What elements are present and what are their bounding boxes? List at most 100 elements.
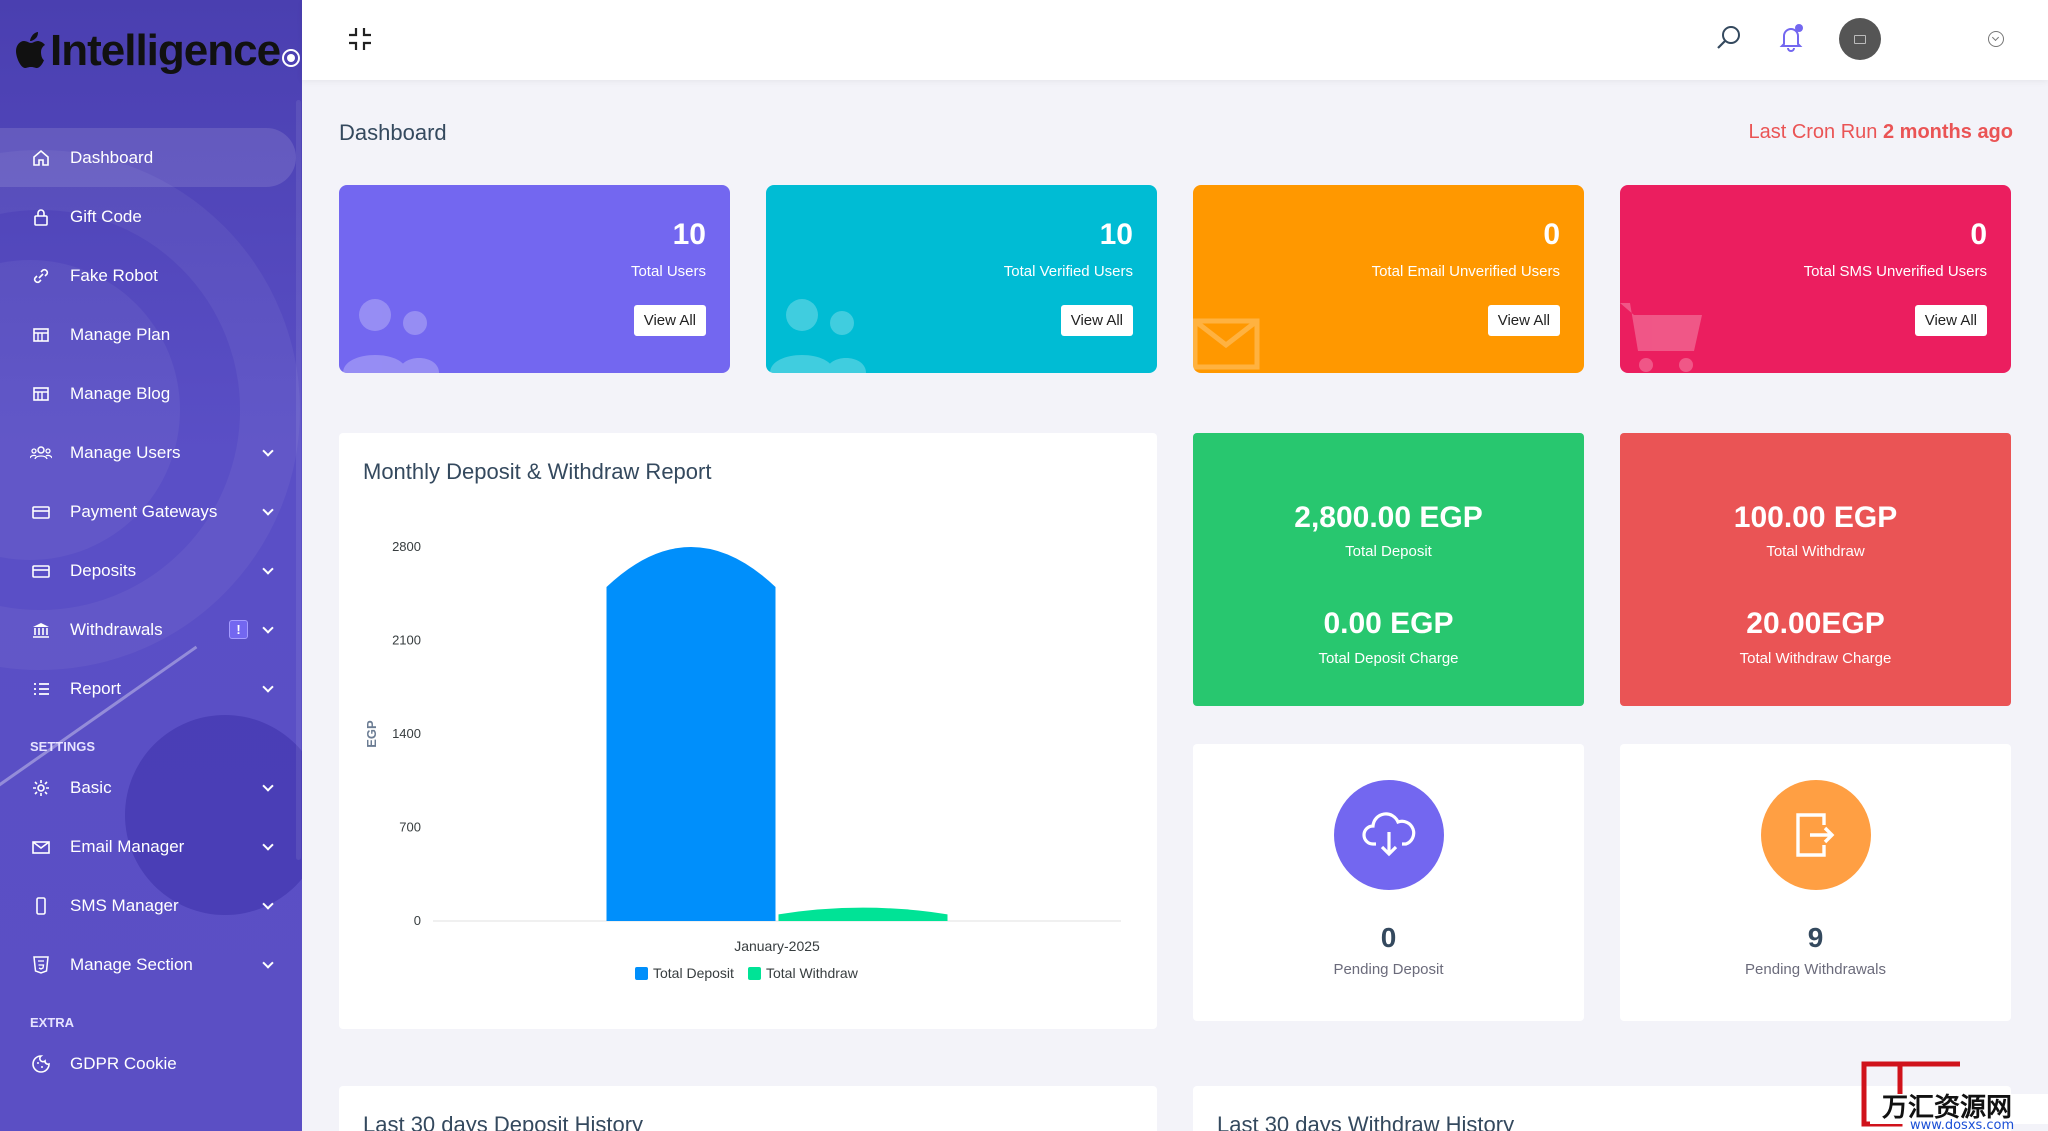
sidebar-item-deposits[interactable]: Deposits xyxy=(0,541,302,600)
chevron-down-icon xyxy=(262,563,274,575)
y-tick-label: 1400 xyxy=(392,726,421,741)
sidebar-item-email-manager[interactable]: Email Manager xyxy=(0,817,302,876)
phone-icon xyxy=(30,895,52,917)
users-icon xyxy=(30,442,52,464)
alert-badge: ! xyxy=(229,620,248,639)
cron-label: Last Cron Run xyxy=(1748,121,1878,143)
chart-bar xyxy=(606,547,776,921)
chevron-down-icon xyxy=(262,622,274,634)
view-all-button[interactable]: View All xyxy=(1914,305,1987,336)
widget-verified-users: 10 Total Verified Users View All xyxy=(766,185,1157,373)
sidebar-item-gift-code[interactable]: Gift Code xyxy=(0,187,302,246)
card-icon xyxy=(30,560,52,582)
logo[interactable]: Intelligence xyxy=(14,26,300,76)
widget-value: 0 xyxy=(1970,218,1987,251)
y-tick-label: 2800 xyxy=(392,539,421,554)
grid-icon xyxy=(30,383,52,405)
list-icon xyxy=(30,678,52,700)
pending-withdraw-card[interactable]: 9 Pending Withdrawals xyxy=(1620,744,2011,1021)
view-all-button[interactable]: View All xyxy=(1487,305,1560,336)
notification-dot xyxy=(1795,24,1803,32)
total-withdraw-amount: 100.00 EGP xyxy=(1733,501,1898,534)
card-icon xyxy=(30,501,52,523)
settings-heading: SETTINGS xyxy=(30,739,96,754)
sidebar-item-label: Gift Code xyxy=(70,206,142,226)
total-deposit-amount: 2,800.00 EGP xyxy=(1294,501,1483,534)
chevron-down-icon xyxy=(262,780,274,792)
notification-bell[interactable] xyxy=(1777,23,1805,53)
deposit-charge-amount: 0.00 EGP xyxy=(1323,607,1454,640)
widget-email-unverified: 0 Total Email Unverified Users View All xyxy=(1193,185,1584,373)
sidebar-item-label: Manage Section xyxy=(70,954,193,974)
withdraw-charge-label: Total Withdraw Charge xyxy=(1739,650,1892,667)
chevron-down-icon xyxy=(262,898,274,910)
sidebar-item-label: Manage Plan xyxy=(70,324,171,344)
sidebar-item-label: Dashboard xyxy=(70,147,154,167)
sidebar-item-gdpr-cookie[interactable]: GDPR Cookie xyxy=(0,1034,302,1093)
cron-status: Last Cron Run 2 months ago xyxy=(1748,121,2013,144)
total-withdraw-card: 100.00 EGP Total Withdraw 20.00EGP Total… xyxy=(1620,433,2011,706)
legend-label: Total Withdraw xyxy=(766,965,859,981)
legend-swatch xyxy=(748,967,761,980)
widget-total-users: 10 Total Users View All xyxy=(339,185,730,373)
link-icon xyxy=(30,265,52,287)
collapse-icon[interactable] xyxy=(347,26,373,52)
sidebar-item-label: SMS Manager xyxy=(70,895,179,915)
pending-deposit-card[interactable]: 0 Pending Deposit xyxy=(1193,744,1584,1021)
sidebar-item-manage-section[interactable]: Manage Section xyxy=(0,935,302,994)
sign-out-icon xyxy=(1761,780,1871,890)
envelope-icon xyxy=(1193,318,1260,370)
view-all-button[interactable]: View All xyxy=(633,305,706,336)
chevron-down-icon xyxy=(262,681,274,693)
sidebar-item-manage-users[interactable]: Manage Users xyxy=(0,423,302,482)
sidebar-item-sms-manager[interactable]: SMS Manager xyxy=(0,876,302,935)
mail-icon xyxy=(30,836,52,858)
chevron-down-icon xyxy=(262,445,274,457)
y-tick-label: 0 xyxy=(414,913,421,928)
sidebar-item-manage-blog[interactable]: Manage Blog xyxy=(0,364,302,423)
extra-heading: EXTRA xyxy=(30,1015,75,1030)
users-icon xyxy=(770,299,866,373)
view-all-button[interactable]: View All xyxy=(1060,305,1133,336)
y-tick-label: 700 xyxy=(399,820,421,835)
sidebar-item-label: Manage Users xyxy=(70,442,181,462)
avatar[interactable] xyxy=(1839,18,1881,60)
total-deposit-card: 2,800.00 EGP Total Deposit 0.00 EGP Tota… xyxy=(1193,433,1584,706)
sidebar-item-label: Basic xyxy=(70,777,112,797)
sidebar-item-label: Email Manager xyxy=(70,836,185,856)
withdraw-history-title: Last 30 days Withdraw History xyxy=(1217,1112,1515,1131)
widget-label: Total Email Unverified Users xyxy=(1371,263,1560,280)
gear-icon xyxy=(30,777,52,799)
chart-card: Monthly Deposit & Withdraw Report 0 700 14… xyxy=(339,433,1157,1029)
search-icon[interactable] xyxy=(1715,24,1743,52)
total-deposit-label: Total Deposit xyxy=(1345,543,1432,560)
image-icon xyxy=(1854,34,1866,44)
brand-name: Intelligence xyxy=(50,26,281,75)
sidebar-item-label: Fake Robot xyxy=(70,265,158,285)
y-tick-label: 2100 xyxy=(392,633,421,648)
chevron-down-icon[interactable] xyxy=(1988,31,2004,47)
users-icon xyxy=(343,299,439,373)
sidebar-toggle[interactable] xyxy=(282,49,300,67)
sidebar-item-dashboard[interactable]: Dashboard xyxy=(0,128,296,187)
withdraw-charge-amount: 20.00EGP xyxy=(1746,607,1885,640)
chevron-down-icon xyxy=(262,839,274,851)
html5-icon xyxy=(30,954,52,976)
sidebar-item-withdrawals[interactable]: Withdrawals ! xyxy=(0,600,302,659)
bank-icon xyxy=(30,619,52,641)
sidebar-item-basic[interactable]: Basic xyxy=(0,758,302,817)
sidebar-item-label: Manage Blog xyxy=(70,383,171,403)
chevron-down-icon xyxy=(262,957,274,969)
deposit-history-title: Last 30 days Deposit History xyxy=(363,1112,644,1131)
sidebar-item-payment-gateways[interactable]: Payment Gateways xyxy=(0,482,302,541)
sidebar-item-manage-plan[interactable]: Manage Plan xyxy=(0,305,302,364)
sidebar-scrollbar[interactable] xyxy=(296,100,301,860)
sidebar-item-label: Withdrawals xyxy=(70,619,163,639)
legend-swatch xyxy=(635,967,648,980)
watermark-logo: 万汇资源网 www.dosxs.com xyxy=(1861,1061,2048,1131)
chart-bar xyxy=(778,907,948,921)
y-axis-label: EGP xyxy=(364,720,379,748)
sidebar-item-report[interactable]: Report xyxy=(0,659,302,718)
sidebar-item-fake-robot[interactable]: Fake Robot xyxy=(0,246,302,305)
pending-withdraw-label: Pending Withdrawals xyxy=(1745,961,1886,978)
